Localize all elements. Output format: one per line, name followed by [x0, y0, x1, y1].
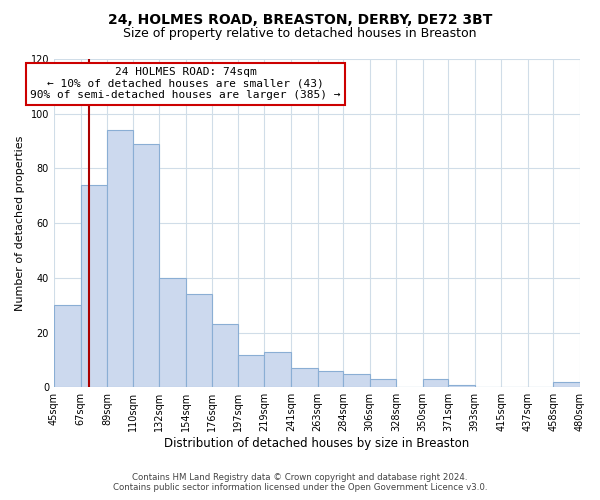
Bar [291, 368, 317, 388]
Bar [159, 278, 186, 388]
Bar [212, 324, 238, 388]
Bar [265, 352, 291, 388]
Bar [107, 130, 133, 388]
Bar [133, 144, 159, 388]
Text: 24 HOLMES ROAD: 74sqm
← 10% of detached houses are smaller (43)
90% of semi-deta: 24 HOLMES ROAD: 74sqm ← 10% of detached … [31, 67, 341, 100]
Bar [317, 371, 343, 388]
Bar [343, 374, 370, 388]
Text: Size of property relative to detached houses in Breaston: Size of property relative to detached ho… [123, 28, 477, 40]
Text: Contains HM Land Registry data © Crown copyright and database right 2024.
Contai: Contains HM Land Registry data © Crown c… [113, 473, 487, 492]
Bar [423, 379, 448, 388]
Bar [186, 294, 212, 388]
Text: 24, HOLMES ROAD, BREASTON, DERBY, DE72 3BT: 24, HOLMES ROAD, BREASTON, DERBY, DE72 3… [108, 12, 492, 26]
Bar [370, 379, 396, 388]
Bar [238, 354, 265, 388]
X-axis label: Distribution of detached houses by size in Breaston: Distribution of detached houses by size … [164, 437, 470, 450]
Y-axis label: Number of detached properties: Number of detached properties [15, 136, 25, 311]
Bar [54, 305, 80, 388]
Bar [448, 384, 475, 388]
Bar [80, 185, 107, 388]
Bar [553, 382, 580, 388]
